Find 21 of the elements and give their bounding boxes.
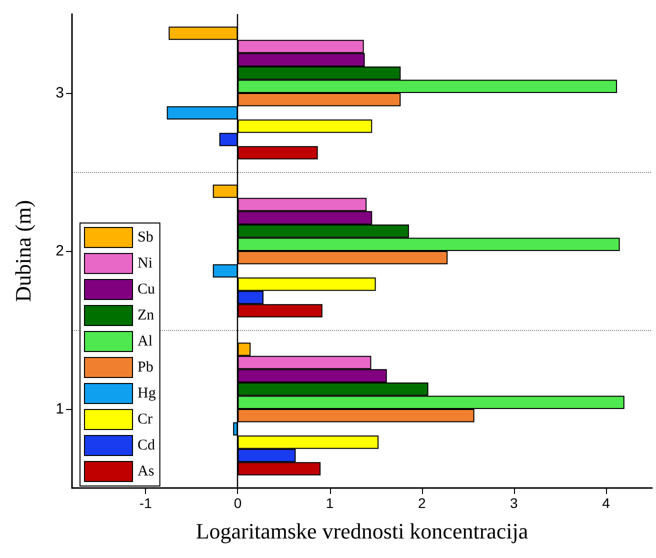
legend-label: Zn — [138, 308, 155, 324]
y-tick-label: 2 — [56, 242, 64, 260]
legend-label: Cd — [138, 438, 156, 454]
legend-label: Pb — [138, 360, 154, 376]
y-tick-label: 3 — [56, 84, 64, 102]
legend-label: Cu — [138, 282, 156, 298]
x-tick-label: 4 — [602, 495, 610, 511]
x-tick-label: 3 — [510, 495, 518, 511]
x-tick-label: 2 — [418, 495, 426, 511]
legend-label: Ni — [138, 256, 152, 272]
x-tick-label: 1 — [326, 495, 334, 511]
legend-label: As — [138, 464, 154, 480]
y-tick-label: 1 — [56, 400, 64, 418]
x-tick-label: -1 — [139, 495, 152, 511]
legend-label: Cr — [138, 412, 153, 428]
legend-label: Hg — [138, 386, 156, 402]
legend-label: Al — [138, 334, 152, 350]
x-tick-label: 0 — [234, 495, 242, 511]
y-axis-title: Dubina (m) — [10, 200, 36, 302]
x-axis-title: Logaritamske vrednosti koncentracija — [196, 518, 528, 544]
legend-label: Sb — [138, 230, 154, 246]
